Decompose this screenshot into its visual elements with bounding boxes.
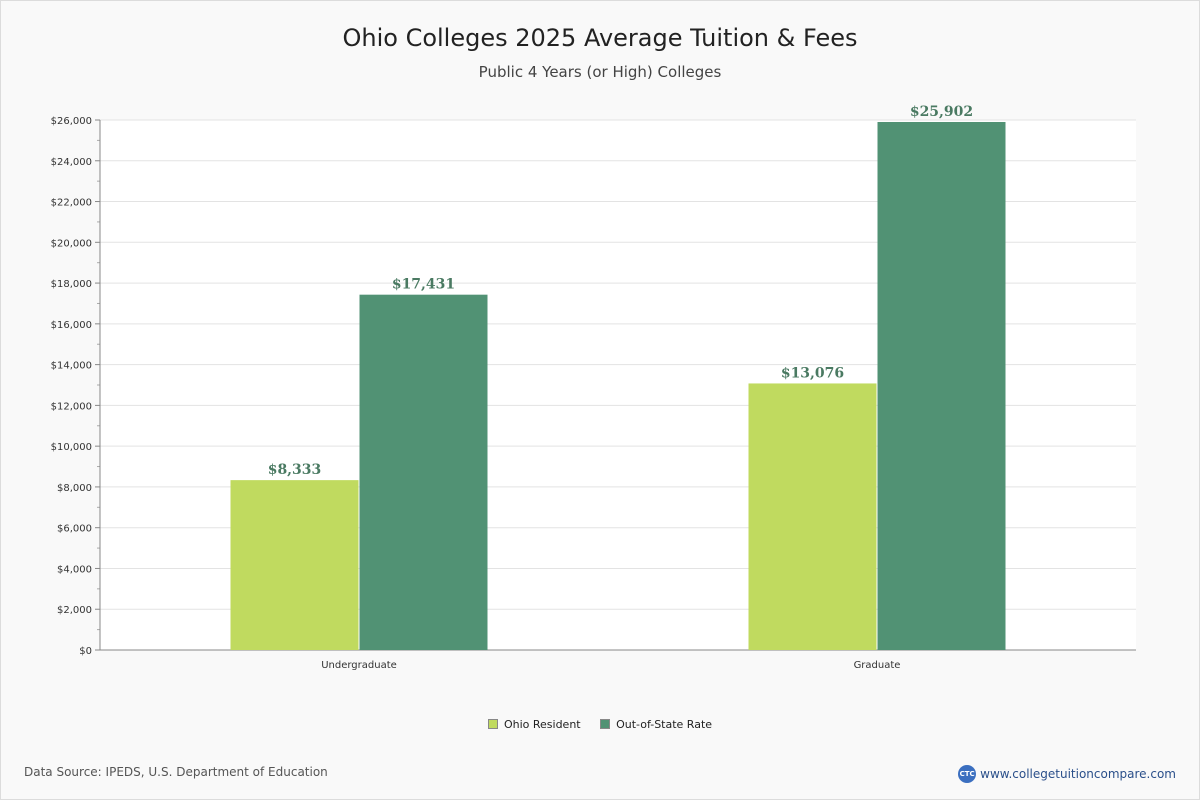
data-source: Data Source: IPEDS, U.S. Department of E… — [24, 765, 328, 779]
data-label: $13,076 — [781, 365, 844, 381]
site-link[interactable]: CTC www.collegetuitioncompare.com — [958, 765, 1176, 783]
y-tick-label: $10,000 — [51, 442, 92, 453]
legend-label-out-of-state: Out-of-State Rate — [616, 718, 713, 731]
bar-undergraduate-0 — [230, 480, 359, 650]
y-tick-label: $0 — [79, 646, 92, 657]
legend-swatch-out-of-state — [600, 719, 611, 729]
bar-chart: $0 $2,000 $4,000 $6,000 $8,000 $10,000 $12,000… — [51, 104, 1136, 671]
chart-title: Ohio Colleges 2025 Average Tuition & Fee… — [342, 24, 858, 52]
y-tick-label: $14,000 — [51, 361, 92, 372]
data-label: $25,902 — [910, 104, 973, 120]
bar-graduate-1 — [877, 121, 1006, 651]
data-label: $17,431 — [392, 277, 455, 293]
y-tick-label: $4,000 — [57, 564, 92, 575]
y-tick-label: $18,000 — [51, 279, 92, 290]
site-url: www.collegetuitioncompare.com — [980, 767, 1176, 781]
x-tick-label: Undergraduate — [321, 660, 397, 671]
legend: Ohio Resident Out-of-State Rate — [0, 718, 1200, 731]
y-tick-label: $2,000 — [57, 605, 92, 616]
y-tick-label: $26,000 — [51, 116, 92, 127]
y-tick-label: $24,000 — [51, 157, 92, 168]
legend-item-ohio-resident[interactable]: Ohio Resident — [487, 718, 581, 731]
y-tick-label: $6,000 — [57, 524, 92, 535]
y-tick-label: $16,000 — [51, 320, 92, 331]
y-tick-label: $20,000 — [51, 238, 92, 249]
bar-graduate-0 — [748, 383, 877, 650]
data-label: $8,333 — [268, 462, 322, 478]
bar-undergraduate-1 — [359, 294, 488, 650]
y-tick-label: $22,000 — [51, 198, 92, 209]
x-tick-label: Graduate — [854, 660, 901, 671]
legend-label-ohio-resident: Ohio Resident — [503, 718, 581, 731]
y-tick-label: $8,000 — [57, 483, 92, 494]
y-tick-label: $12,000 — [51, 401, 92, 412]
legend-swatch-ohio-resident — [487, 719, 498, 729]
legend-item-out-of-state[interactable]: Out-of-State Rate — [600, 718, 712, 731]
ctc-logo-icon: CTC — [958, 765, 977, 783]
chart-subtitle: Public 4 Years (or High) Colleges — [478, 63, 722, 81]
